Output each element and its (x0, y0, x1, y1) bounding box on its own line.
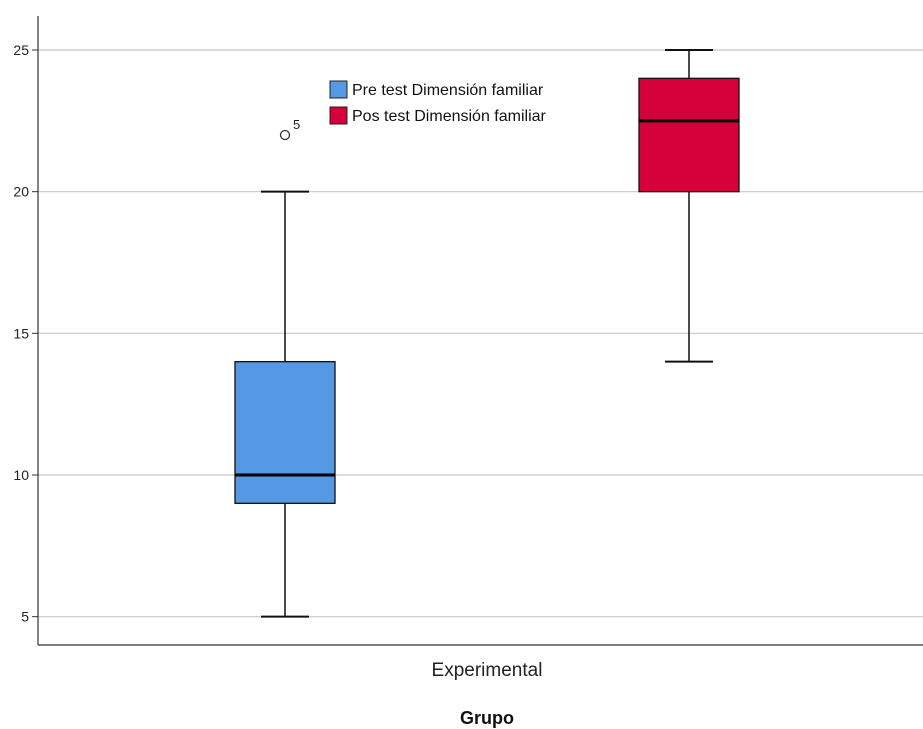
box-pos-test (638, 49, 740, 363)
legend-swatch-pos-test (329, 106, 348, 125)
iqr-box (638, 77, 740, 193)
axes: 5 10 15 20 25 (13, 16, 923, 646)
y-tick-label-15: 15 (13, 325, 29, 341)
boxes: 5 (234, 49, 740, 618)
y-tick-label-10: 10 (13, 467, 29, 483)
iqr-box (234, 361, 336, 504)
box-pre-test: 5 (234, 117, 336, 618)
legend-label-pre-test: Pre test Dimensión familiar (352, 82, 544, 99)
x-axis-title: Grupo (460, 708, 514, 728)
y-tick-label-5: 5 (21, 609, 29, 625)
gridlines (38, 49, 923, 618)
outlier-point (279, 129, 291, 141)
legend-label-pos-test: Pos test Dimensión familiar (352, 108, 547, 125)
outlier-label: 5 (293, 117, 300, 132)
legend-swatch-pre-test (329, 80, 348, 99)
y-tick-label-20: 20 (13, 184, 29, 200)
y-tick-label-25: 25 (13, 42, 29, 58)
x-category-label: Experimental (432, 660, 543, 681)
legend: Pre test Dimensión familiar Pos test Dim… (329, 80, 547, 125)
